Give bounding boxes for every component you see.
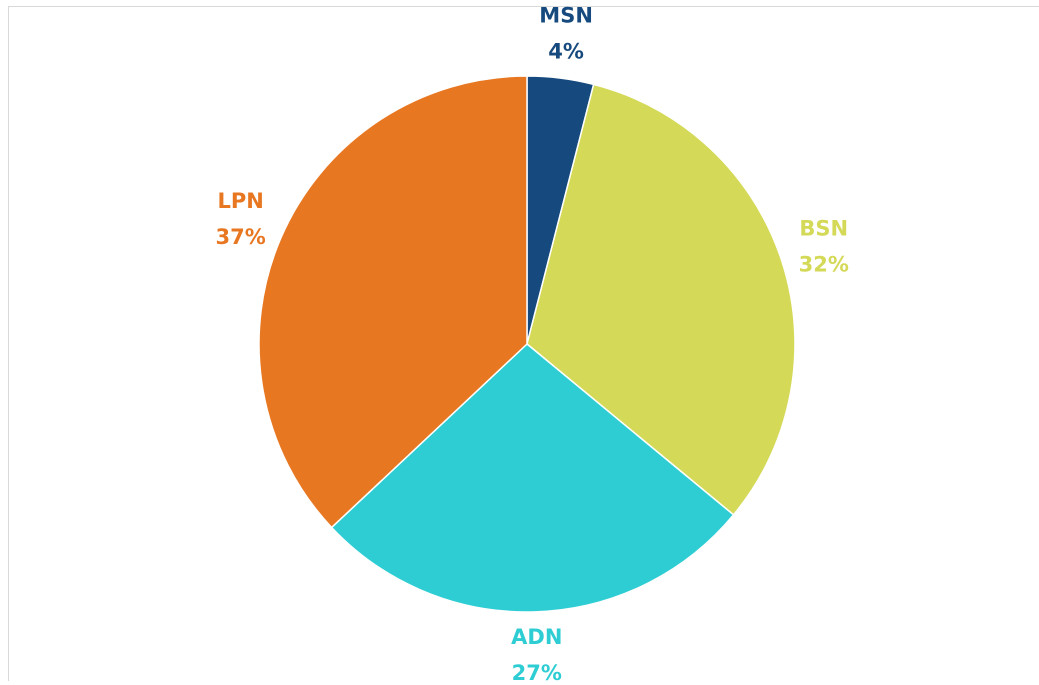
slice-category-label: ADN xyxy=(511,625,562,649)
slice-category-label: LPN xyxy=(217,189,263,213)
slice-category-label: MSN xyxy=(539,3,593,27)
slice-value-label: 27% xyxy=(512,661,562,681)
slice-value-label: 32% xyxy=(799,253,849,277)
slice-value-label: 4% xyxy=(548,39,584,63)
slice-value-label: 37% xyxy=(216,225,266,249)
slice-category-label: BSN xyxy=(799,217,848,241)
